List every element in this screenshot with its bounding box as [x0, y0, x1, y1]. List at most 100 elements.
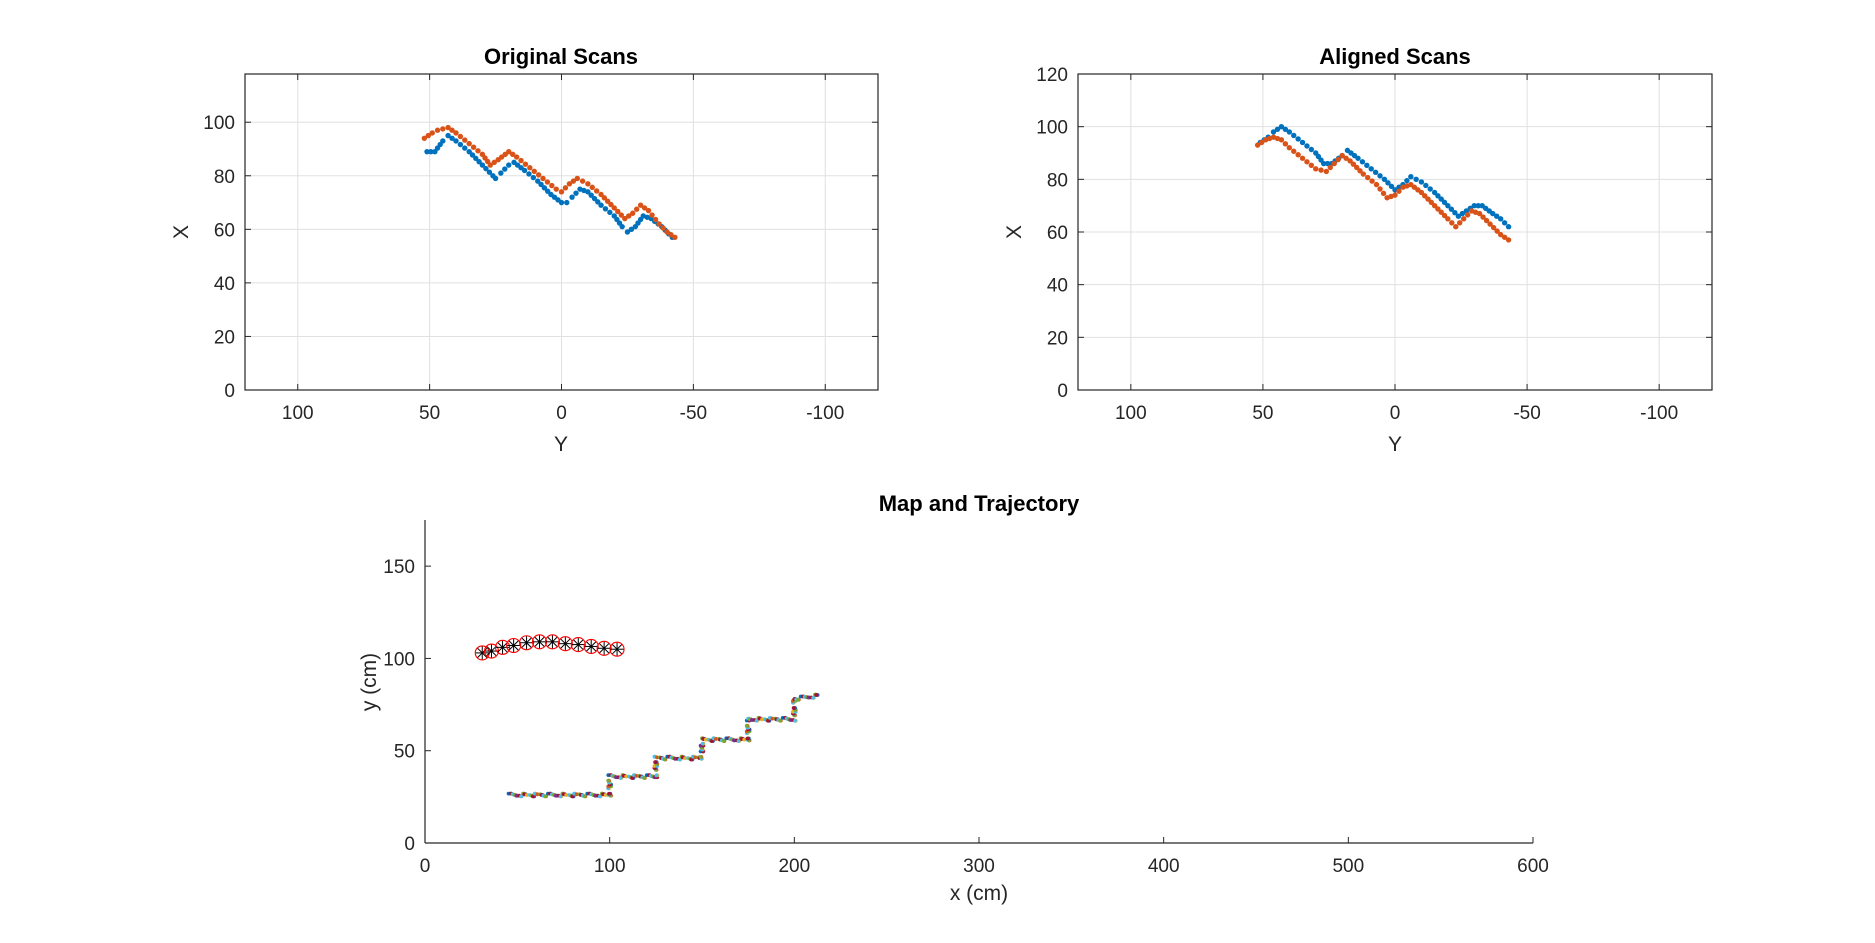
- star-stroke: [508, 640, 519, 651]
- plot1-series1-point: [498, 170, 504, 176]
- plot1-series1-point: [588, 192, 594, 198]
- map-scan-point: [742, 737, 747, 742]
- star-stroke: [586, 641, 597, 652]
- plot1-series2-point: [527, 165, 533, 171]
- plot1-series1-point: [466, 148, 472, 155]
- plot1-points: [421, 124, 678, 241]
- map-scan-point: [582, 794, 587, 799]
- map-scan-point: [655, 755, 659, 760]
- plot2-series1-point: [1431, 189, 1438, 196]
- plot2-series1-point: [1427, 186, 1433, 192]
- plot1-series2-point: [660, 225, 666, 231]
- map-scan-point: [514, 793, 519, 798]
- plot1-series2-point: [453, 130, 459, 136]
- plot2-series1-point: [1471, 202, 1477, 209]
- plot2-series1-point: [1396, 184, 1402, 190]
- plot2-series1-point: [1291, 132, 1297, 139]
- plot1-series2-point: [440, 126, 446, 132]
- plot1-series2-point: [425, 132, 432, 139]
- star-stroke: [477, 647, 488, 658]
- map-scan-point: [642, 776, 647, 780]
- star-stroke: [573, 639, 584, 650]
- plot2-series1-point: [1490, 210, 1496, 217]
- plot1-xtick-label: -50: [680, 403, 707, 424]
- plot2-series2-point: [1318, 167, 1324, 173]
- star-stroke: [612, 644, 623, 655]
- map-scan-point: [788, 718, 793, 722]
- map-scan-point: [698, 754, 703, 759]
- plot1-series2-point: [622, 215, 628, 222]
- plot1-ytick-label: 0: [224, 381, 235, 402]
- plot1-series2-point: [506, 148, 512, 155]
- plot2-xtick-label: 50: [1252, 403, 1273, 424]
- plot2-series2-point: [1464, 212, 1471, 218]
- plot2-series2-point: [1377, 186, 1383, 192]
- plot1-ticks: 100 50 0 -50 -100 0 20 40 60 80 100: [203, 74, 878, 424]
- plot2-series2-point: [1299, 155, 1306, 161]
- map-scan-point: [693, 755, 698, 760]
- plot2-series1-point: [1381, 176, 1388, 183]
- plot3-xlabel: x (cm): [950, 882, 1008, 905]
- plot3-xtick-label: 600: [1517, 856, 1549, 877]
- map-scan-point: [703, 737, 708, 742]
- plot1-series1-point: [591, 195, 598, 202]
- plot2-series2-point: [1431, 202, 1438, 209]
- plot2-series2-point: [1254, 142, 1261, 148]
- plot1-series2-point: [544, 179, 551, 185]
- plot1-grid: [245, 74, 878, 391]
- map-scan-point: [677, 757, 682, 762]
- plot2-series1-point: [1364, 162, 1370, 168]
- plot2-series2-point: [1373, 181, 1380, 188]
- map-scan-point: [654, 773, 659, 778]
- plot1-series1-point: [595, 199, 601, 205]
- map-scan-point: [714, 737, 718, 741]
- trajectory-pose-circle: [495, 639, 511, 655]
- plot1-series2-point: [510, 151, 516, 158]
- plot1-series1-point: [602, 206, 609, 212]
- plot2-series1-point: [1505, 224, 1512, 230]
- plot1-series2-point: [421, 135, 428, 141]
- plot2-series2-point: [1487, 221, 1493, 227]
- plot1-series1-point: [607, 209, 613, 216]
- plot2-series2-point: [1396, 188, 1402, 194]
- plot2-series1-point: [1377, 173, 1383, 179]
- map-scan-point: [606, 778, 611, 783]
- map-scan-point: [525, 793, 529, 797]
- plot3-ytick-label: 150: [383, 557, 415, 578]
- map-scan-point: [700, 741, 705, 746]
- map-scan-point: [760, 717, 765, 722]
- plot2-series2-point: [1428, 199, 1435, 206]
- plot3-xtick-label: 500: [1332, 856, 1364, 877]
- plot1-series1-point: [624, 229, 631, 235]
- plot1-series2-point: [518, 157, 524, 164]
- plot-original-scans: 100 50 0 -50 -100 0 20 40 60 80 100 Original Scans…: [170, 44, 879, 456]
- plot2-series2-point: [1418, 189, 1425, 196]
- plot1-series1-point: [492, 175, 499, 182]
- plot3-xtick-label: 300: [963, 856, 995, 877]
- map-scan-point: [791, 706, 796, 710]
- plot1-series2-point: [535, 172, 542, 178]
- trajectory-pose-star: [520, 636, 534, 650]
- plot1-series1-point: [564, 199, 570, 206]
- plot1-series2-point: [585, 181, 591, 187]
- map-scan-point: [530, 794, 535, 799]
- plot2-series2-point: [1445, 216, 1451, 222]
- plot3-xtick-label: 200: [778, 856, 810, 877]
- map-scan-point: [570, 794, 575, 799]
- plot1-series1-point: [530, 174, 537, 181]
- plot2-series2-point: [1505, 237, 1512, 243]
- plot1-series1-point: [483, 165, 489, 172]
- plot1-series2-point: [668, 231, 674, 238]
- plot2-series2-point: [1295, 152, 1301, 158]
- star-stroke: [599, 643, 610, 654]
- map-scan-point: [811, 695, 816, 700]
- map-scan-point: [535, 792, 540, 797]
- plot2-xtick-label: 0: [1390, 403, 1401, 424]
- plot1-series2-point: [513, 154, 520, 160]
- map-scan-point: [778, 718, 783, 723]
- plot2-series1-point: [1497, 216, 1504, 222]
- plot2-points: [1254, 123, 1512, 243]
- plot2-series1-point: [1299, 139, 1306, 146]
- plot1-title: Original Scans: [484, 44, 638, 69]
